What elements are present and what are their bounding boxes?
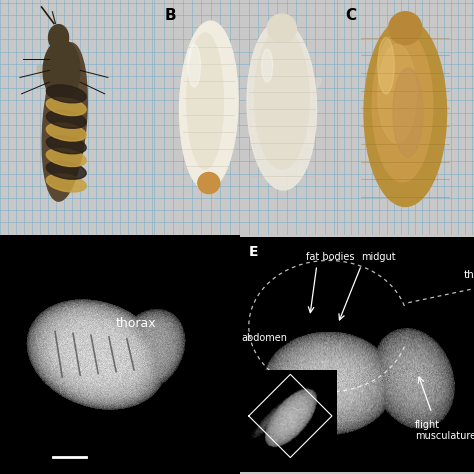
Ellipse shape [46,123,86,141]
Ellipse shape [198,173,220,193]
Text: th: th [464,270,474,280]
Ellipse shape [250,78,321,133]
Ellipse shape [46,136,86,154]
Ellipse shape [46,85,86,103]
Ellipse shape [278,53,293,158]
Ellipse shape [270,56,301,155]
Ellipse shape [264,60,307,152]
Ellipse shape [46,148,86,166]
Text: E: E [249,245,258,259]
Ellipse shape [46,174,86,192]
Ellipse shape [247,21,317,190]
Ellipse shape [389,12,422,45]
Text: C: C [345,8,356,23]
Ellipse shape [258,64,312,146]
Text: midgut: midgut [361,252,396,262]
Ellipse shape [364,19,447,207]
Ellipse shape [46,161,86,179]
Text: fat bodies: fat bodies [306,252,355,262]
Ellipse shape [46,110,86,128]
Ellipse shape [267,14,296,42]
Ellipse shape [42,43,87,201]
Ellipse shape [393,68,423,157]
Text: abdomen: abdomen [242,333,288,343]
Ellipse shape [372,29,433,182]
Ellipse shape [180,21,238,190]
Ellipse shape [43,40,80,101]
Ellipse shape [187,33,223,169]
Ellipse shape [37,65,62,90]
Ellipse shape [188,45,201,87]
Ellipse shape [255,28,309,169]
Ellipse shape [262,49,273,82]
Text: thorax: thorax [116,317,157,330]
Text: flight
musculature: flight musculature [415,420,474,441]
Text: B: B [165,8,177,23]
Ellipse shape [46,98,86,116]
Ellipse shape [378,37,394,94]
Ellipse shape [378,45,416,143]
Ellipse shape [48,25,69,50]
